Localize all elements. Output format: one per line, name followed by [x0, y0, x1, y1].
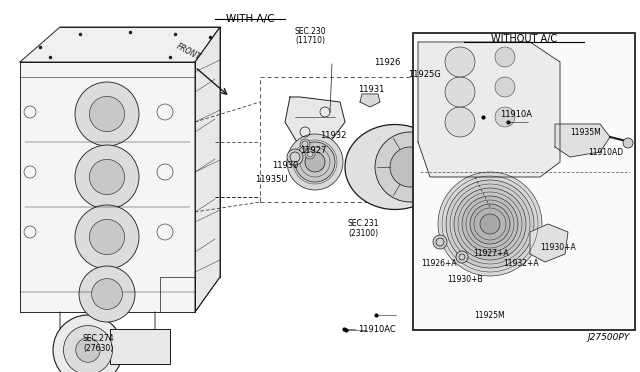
Text: 11925M: 11925M [475, 311, 506, 320]
Text: (27630): (27630) [83, 344, 113, 353]
Circle shape [433, 235, 447, 249]
Polygon shape [530, 224, 568, 262]
Circle shape [63, 326, 113, 372]
Text: SEC.274: SEC.274 [82, 334, 114, 343]
Circle shape [305, 152, 325, 172]
Circle shape [454, 188, 526, 260]
Text: 11926: 11926 [374, 58, 401, 67]
Text: SEC.231: SEC.231 [348, 219, 380, 228]
Circle shape [307, 151, 313, 157]
Circle shape [495, 107, 515, 127]
Circle shape [438, 172, 542, 276]
Text: 11932: 11932 [320, 131, 346, 140]
Bar [413, 33, 635, 330]
Text: 11925G: 11925G [408, 70, 441, 78]
Text: WITH A/C: WITH A/C [226, 14, 275, 24]
Circle shape [287, 149, 303, 165]
Circle shape [459, 254, 465, 260]
Ellipse shape [375, 132, 445, 202]
Text: 11930+B: 11930+B [447, 276, 483, 285]
Polygon shape [20, 62, 195, 312]
Circle shape [445, 107, 475, 137]
Text: 11927+A: 11927+A [473, 250, 509, 259]
Text: 11910AD: 11910AD [588, 148, 623, 157]
Circle shape [53, 315, 123, 372]
Circle shape [495, 47, 515, 67]
Text: (23100): (23100) [348, 229, 378, 238]
Text: 11910A: 11910A [500, 109, 532, 119]
Circle shape [76, 338, 100, 362]
Polygon shape [285, 97, 345, 147]
Polygon shape [418, 42, 560, 177]
Circle shape [470, 204, 510, 244]
Ellipse shape [345, 125, 445, 209]
Text: 11935M: 11935M [570, 128, 601, 137]
Text: (11710): (11710) [295, 36, 325, 45]
Circle shape [390, 147, 430, 187]
Polygon shape [360, 94, 380, 107]
Circle shape [75, 145, 139, 209]
Circle shape [295, 142, 335, 182]
Circle shape [90, 219, 125, 254]
Circle shape [79, 266, 135, 322]
Text: SEC.230: SEC.230 [295, 27, 326, 36]
Text: 11910AC: 11910AC [358, 324, 396, 334]
Text: J27500PY: J27500PY [588, 333, 630, 341]
Circle shape [623, 138, 633, 148]
Circle shape [462, 196, 518, 252]
Circle shape [480, 214, 500, 234]
Circle shape [92, 279, 122, 310]
Circle shape [75, 205, 139, 269]
Circle shape [75, 82, 139, 146]
Circle shape [305, 149, 315, 159]
Text: 11930+A: 11930+A [540, 243, 576, 251]
Circle shape [290, 152, 300, 162]
Text: WITHOUT A/C: WITHOUT A/C [491, 34, 557, 44]
Circle shape [90, 159, 125, 195]
Polygon shape [555, 124, 610, 157]
Circle shape [446, 180, 534, 268]
Text: 11927: 11927 [300, 145, 326, 154]
Circle shape [90, 96, 125, 132]
Circle shape [287, 134, 343, 190]
Polygon shape [20, 27, 220, 62]
Circle shape [436, 238, 444, 246]
FancyBboxPatch shape [110, 329, 170, 364]
Circle shape [456, 251, 468, 263]
Text: 11926+A: 11926+A [421, 260, 456, 269]
Polygon shape [195, 27, 220, 312]
Circle shape [445, 47, 475, 77]
Circle shape [419, 90, 429, 100]
Text: 11932+A: 11932+A [503, 260, 539, 269]
Circle shape [300, 139, 310, 149]
Text: 11931: 11931 [358, 84, 385, 93]
Circle shape [302, 141, 308, 147]
Text: 11935U: 11935U [255, 174, 287, 183]
Text: FRONT: FRONT [175, 42, 202, 62]
Text: 11930: 11930 [272, 160, 298, 170]
Circle shape [495, 77, 515, 97]
Circle shape [445, 77, 475, 107]
